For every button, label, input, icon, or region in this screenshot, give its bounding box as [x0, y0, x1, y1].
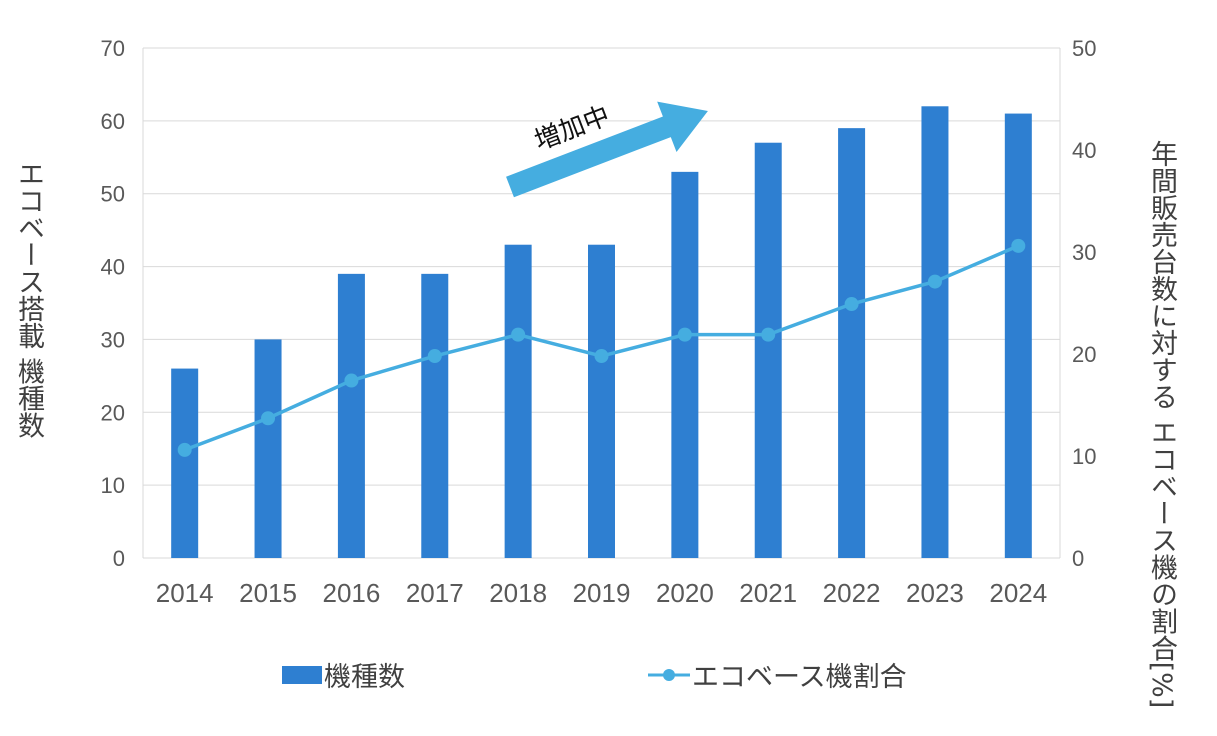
x-tick-label: 2019 [573, 578, 631, 608]
bar-2017 [421, 273, 449, 558]
y-right-tick-label: 50 [1072, 36, 1096, 61]
line-point-2015 [261, 411, 276, 426]
line-point-2018 [511, 327, 526, 342]
y-axis-right-label-line2: エコベース機の割合[%] [1146, 418, 1177, 709]
line-point-2017 [427, 349, 442, 364]
line-point-2024 [1011, 238, 1026, 253]
x-tick-label: 2020 [656, 578, 714, 608]
y-right-tick-label: 40 [1072, 138, 1096, 163]
x-tick-label: 2022 [823, 578, 881, 608]
line-point-2021 [761, 327, 776, 342]
bar-2022 [838, 128, 866, 558]
bar-2015 [254, 339, 282, 558]
y-left-tick-label: 0 [113, 546, 125, 571]
x-tick-label: 2015 [239, 578, 297, 608]
y-right-tick-label: 0 [1072, 546, 1084, 571]
y-left-tick-label: 20 [101, 400, 125, 425]
line-point-2019 [594, 349, 609, 364]
y-axis-left-label: エコベース搭載 機種数 [13, 160, 44, 439]
line-point-2014 [177, 442, 192, 457]
y-left-tick-label: 30 [101, 327, 125, 352]
line-point-2016 [344, 373, 359, 388]
x-tick-label: 2023 [906, 578, 964, 608]
y-axis-right-label-line1: 年間販売台数に対する [1146, 140, 1177, 410]
bar-2018 [504, 244, 532, 558]
bar-2021 [754, 142, 782, 558]
y-left-tick-label: 40 [101, 255, 125, 280]
bar-2024 [1004, 113, 1032, 559]
x-tick-label: 2024 [989, 578, 1047, 608]
arrow-icon [506, 101, 708, 198]
legend-label: エコベース機割合 [692, 662, 907, 693]
legend-item-bars: 機種数 [282, 655, 405, 694]
x-tick-label: 2021 [739, 578, 797, 608]
legend-item-line: エコベース機割合 [648, 655, 907, 694]
legend-bar-swatch [282, 665, 322, 684]
bar-2019 [588, 244, 615, 558]
y-left-tick-label: 50 [101, 182, 125, 207]
x-tick-label: 2016 [322, 578, 380, 608]
y-left-tick-label: 70 [101, 36, 125, 61]
y-left-tick-label: 10 [101, 473, 125, 498]
y-right-tick-label: 30 [1072, 240, 1096, 265]
bar-2016 [337, 273, 365, 558]
x-tick-label: 2018 [489, 578, 547, 608]
line-point-2020 [677, 327, 692, 342]
y-left-tick-label: 60 [101, 109, 125, 134]
line-point-2022 [844, 297, 859, 312]
bar-2020 [671, 171, 699, 558]
legend-line-swatch [648, 668, 690, 681]
x-tick-label: 2014 [156, 578, 214, 608]
bar-2023 [921, 106, 949, 559]
y-right-tick-label: 10 [1072, 444, 1096, 469]
y-right-tick-label: 20 [1072, 342, 1096, 367]
x-tick-label: 2017 [406, 578, 464, 608]
line-point-2023 [927, 274, 942, 289]
y-axis-right-label: 年間販売台数に対する エコベース機の割合[%] [1145, 140, 1177, 708]
legend-label: 機種数 [324, 662, 405, 693]
bar-2014 [171, 368, 199, 558]
